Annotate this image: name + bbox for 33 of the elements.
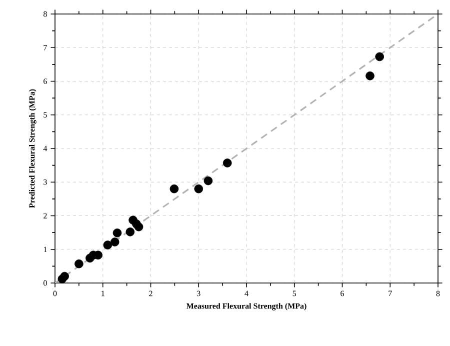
x-tick-label: 3 <box>197 290 200 296</box>
y-tick-label: 5 <box>44 112 47 118</box>
point <box>170 184 179 194</box>
point <box>112 228 122 238</box>
point <box>126 227 135 236</box>
point <box>110 238 120 246</box>
point <box>194 184 204 194</box>
point <box>366 71 374 80</box>
point <box>375 52 384 62</box>
y-tick-label: 0 <box>43 280 47 286</box>
x-tick-label: 8 <box>436 290 440 296</box>
point <box>134 222 144 232</box>
x-tick-label: 1 <box>102 290 104 296</box>
point <box>204 176 213 186</box>
x-tick-label: 6 <box>340 290 344 296</box>
x-tick-label: 7 <box>388 290 392 296</box>
y-tick-label: 2 <box>44 213 47 218</box>
y-axis-title: Predicted Flexural Strength (MPa) <box>29 89 36 208</box>
point <box>222 158 232 168</box>
y-tick-label: 3 <box>44 179 47 185</box>
y-tick-label: 8 <box>43 11 47 17</box>
point <box>60 272 69 281</box>
point <box>103 240 112 250</box>
point <box>74 259 84 268</box>
x-axis-title: Measured Flexural Strength (MPa) <box>186 303 306 310</box>
y-tick-label: 1 <box>44 246 47 252</box>
x-tick-label: 0 <box>53 290 57 296</box>
x-tick-label: 2 <box>149 290 152 296</box>
y-tick-label: 7 <box>44 45 47 50</box>
x-tick-label: 5 <box>292 290 296 296</box>
y-tick-label: 6 <box>44 78 47 84</box>
x-tick-label: 4 <box>244 290 248 296</box>
y-tick-label: 4 <box>43 146 48 152</box>
